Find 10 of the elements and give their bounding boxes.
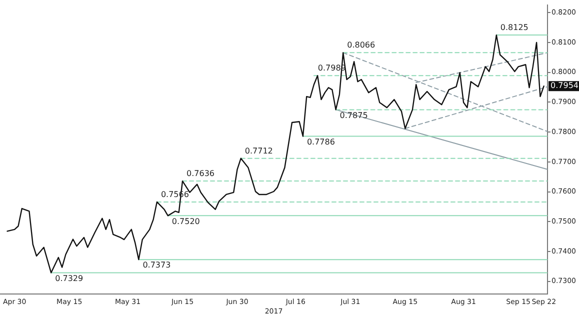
annotation: 0.7954 <box>550 81 579 90</box>
annotation: 0.7636 <box>186 169 214 178</box>
annotation: 0.7520 <box>172 216 200 226</box>
annotation: 0.7712 <box>244 146 273 156</box>
annotation: 0.8125 <box>500 23 528 32</box>
annotation: 0.7373 <box>142 260 171 270</box>
annotation: 0.7786 <box>306 137 335 146</box>
annotation: 0.8066 <box>347 40 376 50</box>
annotation: 0.7329 <box>55 274 84 283</box>
annotation: 0.7875 <box>340 110 368 120</box>
